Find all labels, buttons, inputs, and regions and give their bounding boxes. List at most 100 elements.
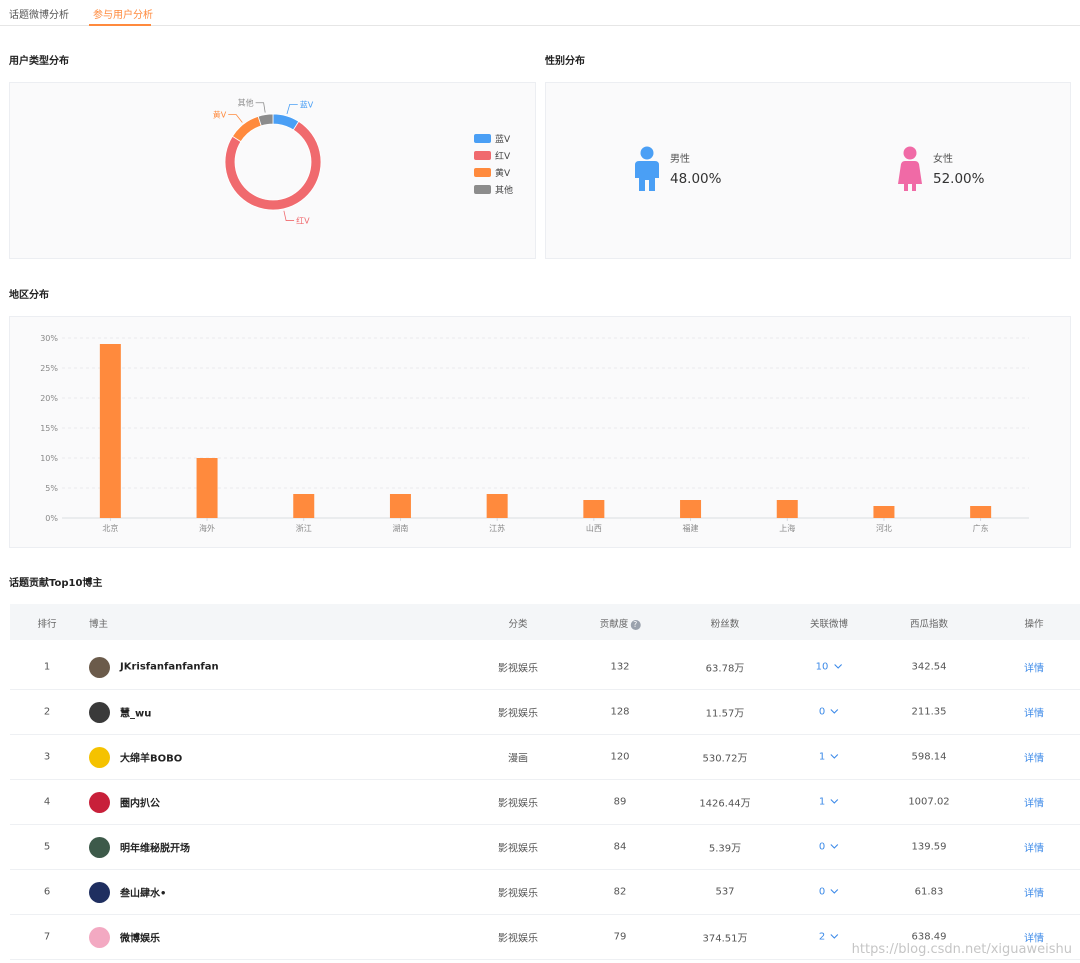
table-row[interactable]: 6 叁山肆水• 影视娱乐 82 537 0 61.83 详情 [10,870,1080,915]
table-row[interactable]: 3 大绵羊BOBO 漫画 120 530.72万 1 598.14 详情 [10,735,1080,780]
donut-slice-other[interactable] [257,113,274,127]
fans-cell: 5.39万 [708,843,742,855]
blogger-name[interactable]: 圈内扒公 [120,798,160,810]
avatar[interactable] [89,881,110,903]
chevron-down-icon [833,664,842,669]
legend-swatch [474,134,491,143]
xigua-index-cell: 139.59 [911,841,947,853]
region-bar-chart: 0% 5% 10% 15% 20% 25% 30% 北京 海外 浙江 湖南 江苏 山西 福建 上海 河北 广东 [40,334,1029,533]
related-count: 2 [818,931,826,943]
male-percentage: 48.00% [670,171,722,187]
legend-item-other[interactable]: 其他 [474,181,513,198]
bar-浙江[interactable] [293,494,315,518]
donut-leader-line [228,114,243,123]
contribution-cell: 120 [610,751,630,763]
column-header-contribution: 贡献度? [600,616,641,630]
table-row[interactable]: 7 微博娱乐 影视娱乐 79 374.51万 2 638.49 详情 [10,915,1080,960]
bar-湖南[interactable] [389,494,411,518]
related-count: 10 [815,661,829,673]
details-link[interactable]: 详情 [1024,663,1044,675]
related-weibo-dropdown[interactable]: 0 [819,842,839,853]
details-link[interactable]: 详情 [1024,888,1044,900]
x-tick-label: 河北 [876,523,892,533]
blogger-name[interactable]: 大绵羊BOBO [120,753,183,765]
avatar[interactable] [89,836,110,858]
rank-cell: 3 [43,751,51,763]
tab-participant-analysis[interactable]: 参与用户分析 [93,10,153,21]
x-tick-label: 浙江 [296,523,312,533]
donut-slice-yellow-v[interactable] [231,115,262,143]
male-label: 男性 [670,154,690,165]
details-link[interactable]: 详情 [1024,933,1044,945]
table-row[interactable]: 1 JKrisfanfanfanfan 影视娱乐 132 63.78万 10 342.54 详… [10,645,1080,690]
donut-label-red-v: 红V [296,216,310,226]
avatar[interactable] [89,791,110,813]
help-icon[interactable]: ? [630,619,641,630]
legend-swatch [474,151,491,160]
fans-cell: 1426.44万 [699,798,751,810]
related-weibo-dropdown[interactable]: 10 [816,662,843,673]
contribution-cell: 79 [613,931,627,943]
details-link[interactable]: 详情 [1024,843,1044,855]
y-tick-label: 20% [40,394,58,403]
contribution-header-label: 贡献度 [599,619,629,630]
bar-河北[interactable] [873,506,895,518]
female-icon [898,146,922,191]
related-weibo-dropdown[interactable]: 2 [819,932,839,943]
bar-山西[interactable] [583,500,605,518]
x-tick-label: 海外 [199,523,215,533]
column-header-rank: 排行 [37,619,57,630]
chevron-down-icon [830,709,839,714]
table-row[interactable]: 5 明年维秘脱开场 影视娱乐 84 5.39万 0 139.59 详情 [10,825,1080,870]
legend-item-blue-v[interactable]: 蓝V [474,130,513,147]
y-tick-label: 0% [45,514,58,523]
related-weibo-dropdown[interactable]: 0 [819,707,839,718]
category-cell: 影视娱乐 [498,663,538,675]
related-weibo-dropdown[interactable]: 1 [819,752,839,763]
user-type-legend: 蓝V 红V 黄V 其他 [474,130,513,198]
x-tick-label: 江苏 [489,523,505,533]
donut-leader-line [255,102,266,113]
gender-title: 性别分布 [545,56,585,67]
user-type-donut-chart: 蓝V 红V 黄V 其他 [213,98,322,226]
avatar[interactable] [89,746,110,768]
avatar[interactable] [89,701,110,723]
related-weibo-dropdown[interactable]: 0 [819,887,839,898]
blogger-name[interactable]: 慧_wu [120,708,152,720]
related-weibo-dropdown[interactable]: 1 [819,797,839,808]
x-tick-label: 福建 [683,523,699,533]
blogger-name[interactable]: 叁山肆水• [120,888,167,900]
xigua-index-cell: 342.54 [911,661,947,673]
related-count: 0 [818,706,826,718]
chevron-down-icon [830,934,839,939]
legend-item-yellow-v[interactable]: 黄V [474,164,513,181]
bar-江苏[interactable] [486,494,508,518]
x-tick-label: 上海 [779,523,795,533]
table-row[interactable]: 2 慧_wu 影视娱乐 128 11.57万 0 211.35 详情 [10,690,1080,735]
y-tick-label: 10% [40,454,58,463]
bar-广东[interactable] [970,506,992,518]
table-row[interactable]: 4 圈内扒公 影视娱乐 89 1426.44万 1 1007.02 详情 [10,780,1080,825]
rank-cell: 5 [43,841,51,853]
donut-slice-red-v[interactable] [224,120,322,211]
legend-item-red-v[interactable]: 红V [474,147,513,164]
tab-topic-weibo-analysis[interactable]: 话题微博分析 [9,10,69,21]
bar-北京[interactable] [99,344,121,518]
category-cell: 影视娱乐 [498,888,538,900]
bar-海外[interactable] [196,458,218,518]
bar-上海[interactable] [776,500,798,518]
blogger-name[interactable]: JKrisfanfanfanfan [120,661,219,673]
column-header-related-weibo: 关联微博 [809,619,849,630]
female-percentage: 52.00% [933,171,985,187]
fans-cell: 11.57万 [705,708,745,720]
details-link[interactable]: 详情 [1024,753,1044,765]
contribution-cell: 82 [613,886,627,898]
avatar[interactable] [89,656,110,678]
blogger-name[interactable]: 微博娱乐 [120,933,160,945]
details-link[interactable]: 详情 [1024,798,1044,810]
details-link[interactable]: 详情 [1024,708,1044,720]
bar-福建[interactable] [680,500,702,518]
avatar[interactable] [89,926,110,948]
blogger-name[interactable]: 明年维秘脱开场 [120,843,190,855]
category-cell: 漫画 [508,753,528,765]
